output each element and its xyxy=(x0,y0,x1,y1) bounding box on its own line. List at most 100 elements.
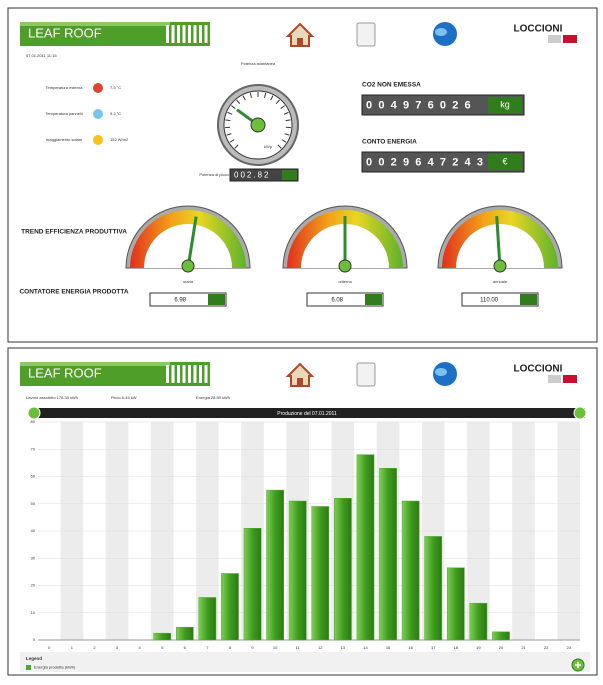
legend-swatch xyxy=(26,665,31,670)
bar xyxy=(312,506,329,640)
weather-label: Irraggiamento solare xyxy=(46,137,83,142)
speed-hub xyxy=(251,118,265,132)
gauge-counter: 110.00 xyxy=(480,298,499,304)
x-tick-label: 19 xyxy=(476,645,481,650)
gauge-counter-end xyxy=(520,294,537,305)
stripe xyxy=(188,365,191,383)
digits: 004976026 xyxy=(366,99,477,111)
info: Energia 28.59 kWh xyxy=(196,395,230,400)
bar xyxy=(492,632,509,640)
gauge-name: oraria xyxy=(183,279,194,284)
stripe xyxy=(199,365,202,383)
unit: kg xyxy=(500,99,510,109)
gauge-hub xyxy=(339,260,351,272)
weather-label: Temperatura esterna xyxy=(46,85,84,90)
gauge-counter-end xyxy=(365,294,382,305)
stripe xyxy=(194,365,197,383)
logo-grey xyxy=(548,35,561,43)
legend-area xyxy=(20,652,590,672)
bar xyxy=(425,536,442,640)
logo-grey xyxy=(548,375,561,383)
logo: LOCCIONI xyxy=(514,364,563,375)
weather-value: 152 W/m2 xyxy=(110,137,129,142)
gauge-hub xyxy=(494,260,506,272)
date: 07.01.2011 11:15 xyxy=(26,53,57,58)
logo-red xyxy=(563,375,577,383)
counter-title: CO2 NON EMESSA xyxy=(362,82,421,89)
bar xyxy=(267,490,284,640)
stripe xyxy=(172,365,175,383)
logo: LOCCIONI xyxy=(514,24,563,35)
trend-label: TREND EFFICIENZA PRODUTTIVA xyxy=(21,229,127,236)
x-tick-label: 21 xyxy=(521,645,526,650)
stripe xyxy=(188,25,191,43)
x-tick-label: 22 xyxy=(544,645,549,650)
stripe xyxy=(205,365,208,383)
doc-icon xyxy=(357,23,375,46)
y-tick-label: 10 xyxy=(31,610,36,615)
x-tick-label: 17 xyxy=(431,645,436,650)
weather-icon xyxy=(93,83,103,93)
stripe xyxy=(166,365,169,383)
speed-unit: kWp xyxy=(264,144,273,149)
stripe xyxy=(205,25,208,43)
bar xyxy=(289,501,306,640)
weather-value: 7.5 °C xyxy=(110,85,121,90)
info: Picco 6.45 kW xyxy=(111,395,137,400)
legend-entry: Energia prodotta (kWh) xyxy=(34,665,76,670)
door xyxy=(297,378,303,386)
x-tick-label: 16 xyxy=(408,645,413,650)
gauge-counter: 6.08 xyxy=(331,298,343,304)
bar xyxy=(221,574,238,640)
stripe xyxy=(183,25,186,43)
bar xyxy=(176,627,193,640)
x-tick-label: 23 xyxy=(566,645,571,650)
globe-land xyxy=(435,368,447,376)
y-tick-label: 30 xyxy=(31,555,36,560)
bar xyxy=(199,597,216,640)
counter-value: 002.82 xyxy=(234,171,270,180)
speed-title: Potenza istantanea xyxy=(241,61,276,66)
weather-label: Temperatura pannelli xyxy=(45,111,82,116)
x-tick-label: 20 xyxy=(499,645,504,650)
screen: LEAF ROOF LOCCIONI LEAF ROOF LOCCIONI 07.01.… xyxy=(0,0,603,680)
counter-title: CONTO ENERGIA xyxy=(362,139,417,146)
bar xyxy=(357,455,374,640)
stripe xyxy=(177,365,180,383)
digits: 0029647243 xyxy=(366,156,489,168)
nav-right xyxy=(574,407,586,419)
counter-label: Potenza di picco xyxy=(199,172,229,177)
stripe xyxy=(194,25,197,43)
x-tick-label: 18 xyxy=(454,645,459,650)
header-title: LEAF ROOF xyxy=(28,25,102,40)
info: Lavoro assorbito 178.35 kWh xyxy=(26,395,78,400)
x-tick-label: 13 xyxy=(341,645,346,650)
y-tick-label: 20 xyxy=(31,583,36,588)
weather-icon xyxy=(93,109,103,119)
bar xyxy=(447,568,464,640)
bar xyxy=(244,528,261,640)
bar xyxy=(334,498,351,640)
bar xyxy=(402,501,419,640)
x-tick-label: 12 xyxy=(318,645,323,650)
y-tick-label: 60 xyxy=(31,474,36,479)
stripe xyxy=(199,25,202,43)
y-tick-label: 80 xyxy=(31,419,36,424)
door xyxy=(297,38,303,46)
bar xyxy=(379,468,396,640)
doc-icon xyxy=(357,363,375,386)
header-title: LEAF ROOF xyxy=(28,365,102,380)
y-tick-label: 70 xyxy=(31,446,36,451)
legend-title: Legend xyxy=(26,656,42,661)
stripe xyxy=(183,365,186,383)
x-tick-label: 14 xyxy=(363,645,368,650)
chart-title: Produzione del 07.01.2011 xyxy=(277,411,337,417)
weather-value: 9.2 °C xyxy=(110,111,121,116)
bar xyxy=(154,633,171,640)
weather-icon xyxy=(93,135,103,145)
gauge-name: odierna xyxy=(338,279,352,284)
logo-red xyxy=(563,35,577,43)
gauge-counter-end xyxy=(208,294,225,305)
y-tick-label: 50 xyxy=(31,501,36,506)
nav-left xyxy=(28,407,40,419)
